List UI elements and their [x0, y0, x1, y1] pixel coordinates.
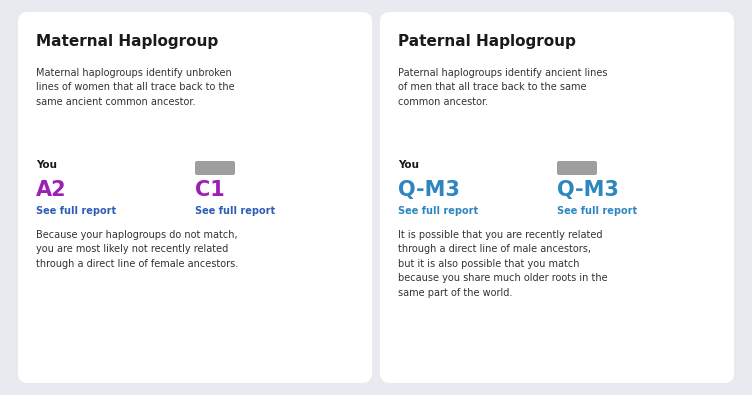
Text: See full report: See full report — [557, 206, 637, 216]
FancyBboxPatch shape — [380, 12, 734, 383]
Text: It is possible that you are recently related
through a direct line of male ances: It is possible that you are recently rel… — [398, 230, 608, 297]
Text: Paternal Haplogroup: Paternal Haplogroup — [398, 34, 576, 49]
Text: See full report: See full report — [36, 206, 116, 216]
FancyBboxPatch shape — [195, 161, 235, 175]
Text: See full report: See full report — [398, 206, 478, 216]
Text: Maternal haplogroups identify unbroken
lines of women that all trace back to the: Maternal haplogroups identify unbroken l… — [36, 68, 235, 107]
Text: Q-M3: Q-M3 — [557, 180, 619, 200]
Text: You: You — [36, 160, 57, 170]
Text: See full report: See full report — [195, 206, 275, 216]
Text: Maternal Haplogroup: Maternal Haplogroup — [36, 34, 218, 49]
Text: C1: C1 — [195, 180, 225, 200]
FancyBboxPatch shape — [557, 161, 597, 175]
Text: You: You — [398, 160, 419, 170]
Text: Q-M3: Q-M3 — [398, 180, 460, 200]
Text: Because your haplogroups do not match,
you are most likely not recently related
: Because your haplogroups do not match, y… — [36, 230, 238, 269]
Text: A2: A2 — [36, 180, 67, 200]
Text: Paternal haplogroups identify ancient lines
of men that all trace back to the sa: Paternal haplogroups identify ancient li… — [398, 68, 608, 107]
FancyBboxPatch shape — [18, 12, 372, 383]
